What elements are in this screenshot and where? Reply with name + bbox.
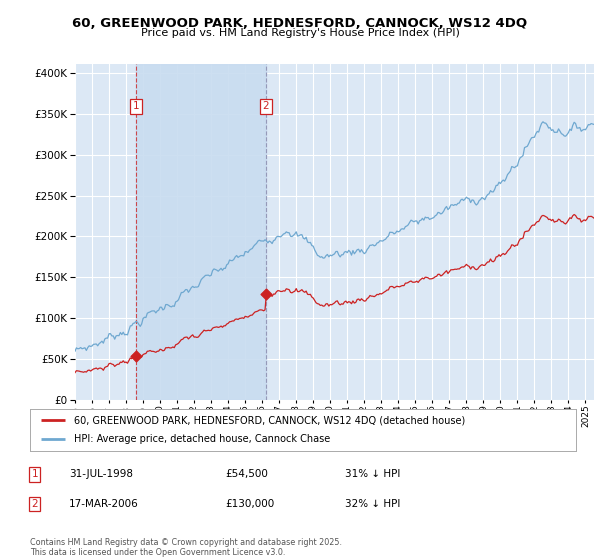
- Text: 31-JUL-1998: 31-JUL-1998: [69, 469, 133, 479]
- Text: Price paid vs. HM Land Registry's House Price Index (HPI): Price paid vs. HM Land Registry's House …: [140, 28, 460, 38]
- Text: 60, GREENWOOD PARK, HEDNESFORD, CANNOCK, WS12 4DQ: 60, GREENWOOD PARK, HEDNESFORD, CANNOCK,…: [73, 17, 527, 30]
- Text: 2: 2: [262, 101, 269, 111]
- Text: £54,500: £54,500: [225, 469, 268, 479]
- Text: Contains HM Land Registry data © Crown copyright and database right 2025.
This d: Contains HM Land Registry data © Crown c…: [30, 538, 342, 557]
- Text: 1: 1: [31, 469, 38, 479]
- Bar: [136, 64, 266, 400]
- Text: 32% ↓ HPI: 32% ↓ HPI: [345, 499, 400, 509]
- Text: 17-MAR-2006: 17-MAR-2006: [69, 499, 139, 509]
- Text: 1: 1: [133, 101, 139, 111]
- Point: [261, 290, 271, 298]
- Point: [131, 351, 141, 360]
- Text: HPI: Average price, detached house, Cannock Chase: HPI: Average price, detached house, Cann…: [74, 435, 330, 445]
- Text: 60, GREENWOOD PARK, HEDNESFORD, CANNOCK, WS12 4DQ (detached house): 60, GREENWOOD PARK, HEDNESFORD, CANNOCK,…: [74, 415, 465, 425]
- Text: 31% ↓ HPI: 31% ↓ HPI: [345, 469, 400, 479]
- Text: 2: 2: [31, 499, 38, 509]
- Text: £130,000: £130,000: [225, 499, 274, 509]
